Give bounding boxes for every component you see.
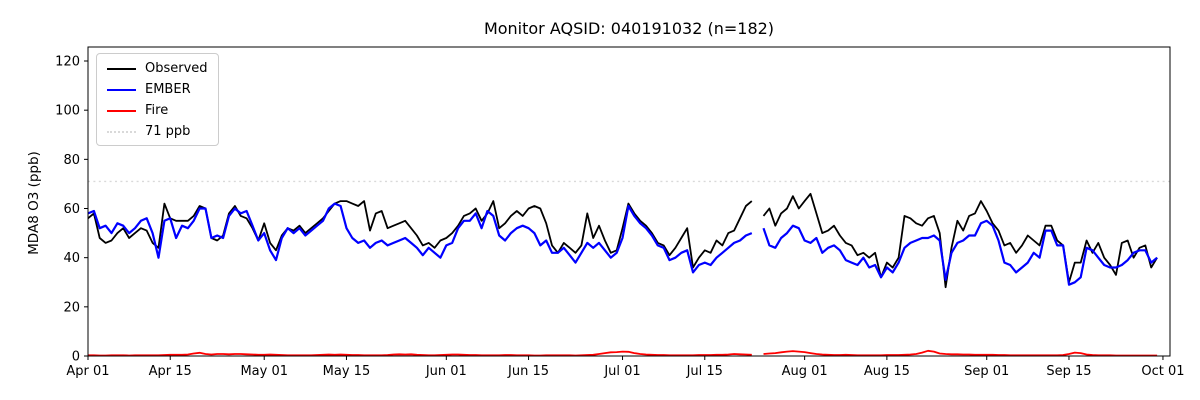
x-tick-label: Aug 15	[864, 364, 910, 379]
x-tick-label: Sep 15	[1046, 364, 1091, 379]
x-tick-label: Jul 15	[686, 364, 723, 379]
y-tick-label: 20	[63, 300, 80, 315]
x-tick-label: May 15	[323, 364, 371, 379]
legend-label-ember: EMBER	[145, 82, 191, 97]
legend-item-threshold: 71 ppb	[107, 124, 208, 139]
observed-line-swatch	[107, 67, 136, 70]
x-tick-label: Oct 01	[1141, 364, 1184, 379]
x-tick-label: Apr 01	[66, 364, 109, 379]
ember-line	[87, 202, 1158, 286]
y-tick-label: 60	[63, 202, 80, 217]
fire-line	[88, 349, 1158, 357]
legend-item-ember: EMBER	[107, 82, 208, 97]
x-tick-label: May 01	[240, 364, 288, 379]
plot-border	[87, 46, 1171, 357]
x-tick-label: Sep 01	[964, 364, 1009, 379]
legend-label-observed: Observed	[145, 61, 208, 76]
x-tick-label: Aug 01	[782, 364, 828, 379]
legend-label-threshold: 71 ppb	[145, 124, 191, 139]
ember-line-swatch	[107, 88, 136, 91]
y-tick-label: 0	[72, 350, 80, 365]
y-tick-label: 120	[55, 55, 80, 70]
y-tick-label: 80	[63, 153, 80, 168]
legend-item-fire: Fire	[107, 103, 208, 118]
x-tick-label: Jun 15	[507, 364, 549, 379]
threshold-line-swatch	[107, 130, 136, 133]
legend-label-fire: Fire	[145, 103, 169, 118]
x-tick-label: Jun 01	[425, 364, 467, 379]
y-tick-label: 40	[63, 251, 80, 266]
chart-title: Monitor AQSID: 040191032 (n=182)	[483, 19, 775, 38]
y-tick-label: 100	[55, 104, 80, 119]
fire-line-swatch	[107, 109, 136, 112]
chart-legend: Observed EMBER Fire 71 ppb	[96, 53, 219, 146]
x-tick-label: Jul 01	[603, 364, 640, 379]
legend-item-observed: Observed	[107, 61, 208, 76]
x-tick-label: Apr 15	[149, 364, 192, 379]
